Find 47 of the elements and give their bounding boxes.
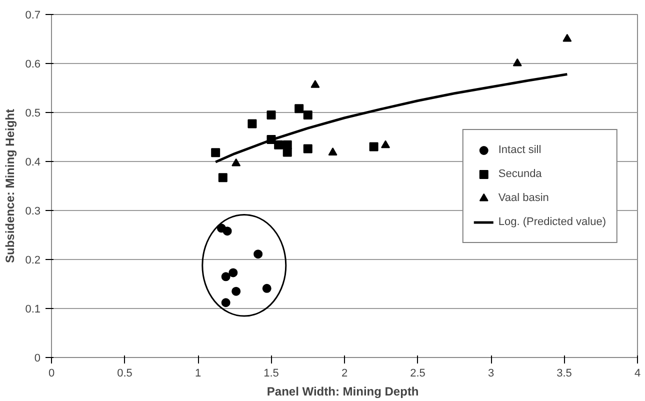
line-series (214, 73, 568, 164)
x-tick-label: 2.5 (410, 368, 426, 380)
point (512, 58, 522, 66)
y-axis-title: Subsidence: Mining Height (3, 108, 18, 263)
point (310, 80, 320, 88)
x-tick-label: 1 (194, 368, 202, 380)
y-tick-label: 0.2 (25, 254, 41, 266)
y-tick-label: 0.6 (25, 58, 41, 70)
point (221, 298, 230, 308)
y-tick-label: 0.1 (25, 304, 41, 316)
y-tick-label: 0.7 (25, 10, 41, 22)
point (381, 140, 390, 148)
point (232, 286, 241, 296)
point (303, 144, 312, 154)
legend-label: Intact sill (498, 144, 542, 156)
x-tick-label: 1.5 (264, 368, 279, 380)
y-tick-label: 0.4 (25, 156, 41, 168)
legend-label: Vaal basin (498, 192, 549, 204)
point (562, 34, 572, 42)
point (274, 140, 284, 150)
x-tick-label: 4 (634, 368, 641, 380)
point (282, 148, 292, 157)
point (328, 148, 338, 156)
point (266, 110, 276, 120)
point (303, 110, 312, 120)
point (218, 173, 228, 182)
point (254, 250, 263, 259)
point (262, 284, 272, 293)
y-tick-label: 0.3 (25, 206, 41, 218)
point (211, 148, 220, 158)
legend-label: Log. (Predicted value) (498, 216, 606, 228)
y-tick-label: 0 (34, 352, 41, 364)
point (228, 268, 238, 278)
x-tick-label: 0 (48, 368, 55, 380)
x-tick-label: 0.5 (117, 368, 132, 380)
x-tick-label: 3.5 (556, 368, 572, 380)
x-axis-title: Panel Width: Mining Depth (266, 384, 419, 398)
x-tick-label: 2 (341, 368, 348, 380)
legend-label: Secunda (498, 168, 542, 180)
y-tick-label: 0.5 (25, 108, 41, 120)
point (232, 158, 241, 166)
point (294, 104, 304, 114)
x-tick-label: 3 (488, 368, 494, 380)
point (248, 119, 257, 128)
point (369, 142, 378, 152)
point (221, 272, 230, 282)
point (222, 226, 232, 236)
